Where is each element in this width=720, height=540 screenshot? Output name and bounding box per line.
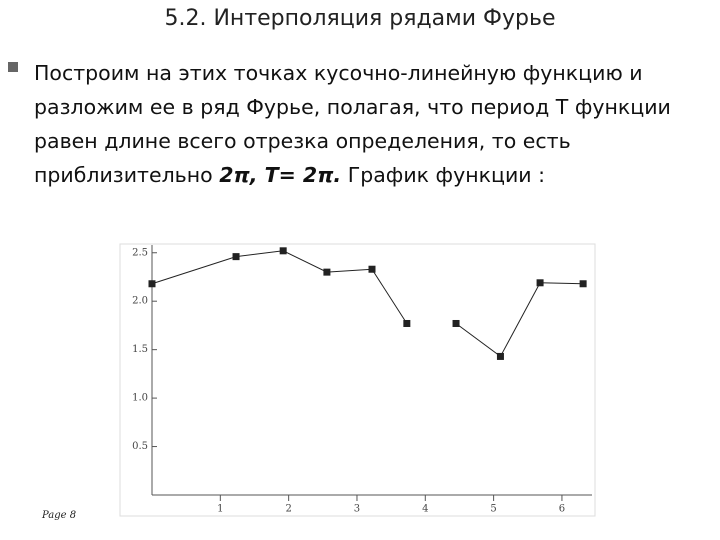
y-tick-label: 1.5 xyxy=(132,344,148,355)
x-tick-label: 6 xyxy=(559,504,565,515)
line xyxy=(455,282,584,358)
point xyxy=(232,253,240,261)
bold-text: 2π, T= 2π. xyxy=(219,163,342,187)
point xyxy=(148,280,156,288)
x-tick-label: 4 xyxy=(422,504,428,515)
line xyxy=(151,250,408,324)
chart-frame xyxy=(119,243,596,517)
point xyxy=(452,319,460,327)
text: График функции : xyxy=(341,163,546,187)
y-tick-label: 2.5 xyxy=(132,247,148,258)
point xyxy=(323,268,331,276)
x-tick-label: 1 xyxy=(217,504,223,515)
bullet xyxy=(8,62,18,72)
slide-title: 5.2. Интерполяция рядами Фурье xyxy=(164,6,556,31)
x-tick-label: 2 xyxy=(285,504,291,515)
text: Построим на этих точках кусочно-линейную… xyxy=(34,61,671,187)
point xyxy=(496,352,504,360)
point xyxy=(368,265,376,273)
x-tick-label: 5 xyxy=(490,504,496,515)
point xyxy=(279,247,287,255)
x-tick-label: 3 xyxy=(354,504,360,515)
y-tick-label: 0.5 xyxy=(132,441,148,452)
point xyxy=(579,280,587,288)
point xyxy=(536,279,544,287)
paragraph: Построим на этих точках кусочно-линейную… xyxy=(34,56,716,192)
page-number: Page 8 xyxy=(42,510,77,521)
y-tick-label: 1.0 xyxy=(132,393,148,404)
y-tick-label: 2.0 xyxy=(132,296,148,307)
point xyxy=(403,319,411,327)
